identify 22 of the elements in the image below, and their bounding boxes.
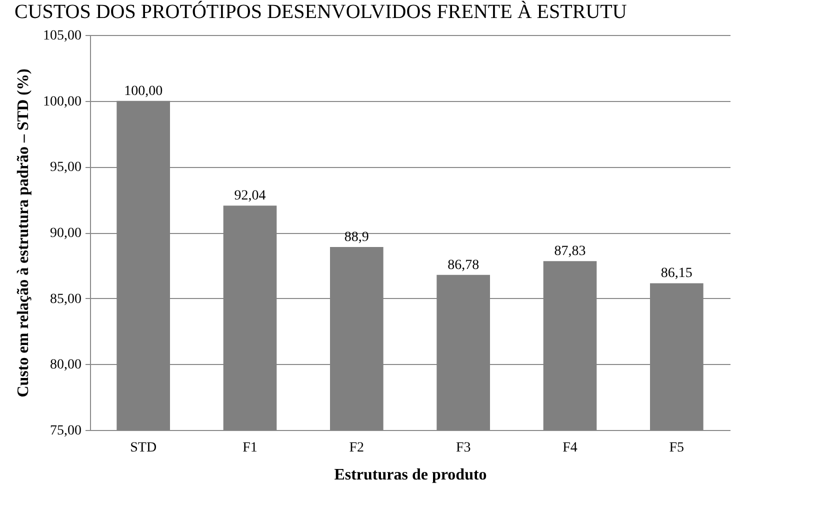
data-label: 92,04	[234, 188, 266, 204]
data-label: 87,83	[554, 244, 586, 260]
y-axis-title: Custo em relação à estrutura padrão – STD (%)	[15, 68, 32, 398]
y-tick-label: 100,00	[43, 94, 82, 110]
chart-title: CUSTOS DOS PROTÓTIPOS DESENVOLVIDOS FRENTE À ESTRUTU	[14, 0, 628, 23]
x-axis-title: Estruturas de produto	[334, 466, 487, 484]
y-tick-label: 75,00	[50, 424, 82, 438]
x-tick-label: STD	[130, 440, 157, 456]
y-tick-label: 105,00	[43, 28, 82, 44]
y-tick-label: 95,00	[50, 160, 82, 176]
data-label: 100,00	[124, 84, 163, 99]
x-tick-label: F3	[456, 440, 471, 456]
data-label: 88,9	[344, 230, 369, 245]
data-label: 86,15	[660, 266, 692, 282]
y-tick-label: 80,00	[50, 358, 82, 373]
x-tick-label: F5	[669, 440, 684, 456]
x-tick-label: F4	[562, 440, 578, 456]
y-tick-label: 90,00	[50, 226, 82, 241]
y-tick-label: 85,00	[50, 292, 82, 307]
data-label: 86,78	[448, 258, 480, 273]
x-tick-label: F1	[242, 440, 258, 456]
x-tick-label: F2	[349, 440, 364, 456]
